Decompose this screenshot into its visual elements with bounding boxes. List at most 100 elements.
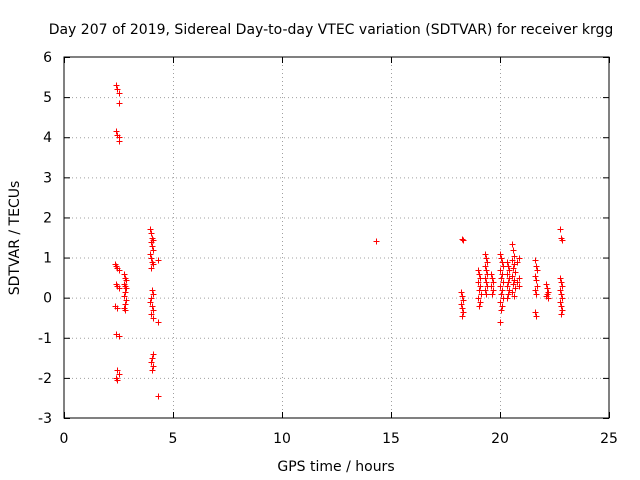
- data-point: [460, 297, 467, 304]
- data-point: [490, 287, 497, 294]
- data-point: [504, 295, 511, 302]
- data-point: [516, 283, 523, 290]
- data-point: [534, 283, 541, 290]
- data-point: [150, 291, 157, 298]
- x-tick-label: 10: [273, 431, 291, 447]
- data-point: [458, 301, 465, 308]
- data-point: [557, 287, 564, 294]
- data-point: [558, 311, 565, 318]
- data-point: [532, 273, 539, 280]
- data-point: [483, 267, 490, 274]
- x-tick-label: 20: [491, 431, 509, 447]
- plot-frame: [63, 56, 610, 419]
- x-tick-label: 25: [600, 431, 618, 447]
- data-point: [544, 291, 551, 298]
- data-point: [559, 307, 566, 314]
- data-point: [512, 269, 519, 276]
- data-point: [149, 243, 156, 250]
- data-point: [533, 277, 540, 284]
- x-tick-label: 5: [169, 431, 178, 447]
- data-point: [512, 285, 519, 292]
- data-point: [122, 307, 129, 314]
- data-point: [505, 279, 512, 286]
- data-point: [545, 295, 552, 302]
- data-point: [114, 377, 121, 384]
- data-point: [514, 279, 521, 286]
- data-point: [155, 257, 162, 264]
- data-points: [112, 82, 566, 400]
- data-point: [559, 283, 566, 290]
- data-point: [122, 301, 129, 308]
- data-point: [482, 251, 489, 258]
- data-point: [150, 315, 157, 322]
- data-point: [534, 267, 541, 274]
- data-point: [373, 238, 380, 245]
- data-point: [113, 128, 120, 135]
- data-point: [533, 313, 540, 320]
- data-point: [498, 291, 505, 298]
- data-point: [148, 239, 155, 246]
- data-point: [559, 295, 566, 302]
- data-point: [557, 275, 564, 282]
- data-point: [148, 230, 155, 237]
- data-point: [484, 259, 491, 266]
- data-point: [509, 241, 516, 248]
- data-point: [121, 293, 128, 300]
- data-point: [121, 271, 128, 278]
- data-point: [116, 285, 123, 292]
- data-point: [511, 253, 518, 260]
- x-tick-label: 0: [60, 431, 69, 447]
- data-point: [150, 363, 157, 370]
- data-point: [150, 351, 157, 358]
- data-point: [499, 303, 506, 310]
- data-point: [149, 355, 156, 362]
- data-point: [475, 267, 482, 274]
- data-point: [504, 283, 511, 290]
- data-point: [460, 237, 467, 244]
- data-point: [483, 279, 490, 286]
- data-point: [147, 226, 154, 233]
- data-point: [499, 287, 506, 294]
- data-point: [459, 236, 466, 243]
- data-point: [558, 279, 565, 286]
- y-tick-label: 4: [43, 130, 52, 146]
- data-point: [475, 279, 482, 286]
- data-point: [497, 283, 504, 290]
- data-point: [483, 291, 490, 298]
- data-point: [489, 291, 496, 298]
- data-point: [497, 299, 504, 306]
- data-point: [509, 289, 516, 296]
- data-point: [148, 255, 155, 262]
- data-point: [477, 283, 484, 290]
- y-tick-label: 0: [43, 291, 52, 307]
- data-point: [516, 275, 523, 282]
- grid-lines: [64, 57, 609, 418]
- data-point: [155, 393, 162, 400]
- data-point: [533, 291, 540, 298]
- x-axis-label: GPS time / hours: [277, 459, 394, 475]
- data-point: [498, 275, 505, 282]
- data-point: [483, 255, 490, 262]
- data-point: [498, 307, 505, 314]
- data-point: [116, 138, 123, 145]
- tick-labels: 0 5 10 15 20 25 -3 -2 -1 0 1 2 3 4 5 6: [38, 50, 618, 447]
- y-tick-label: 3: [43, 170, 52, 186]
- data-point: [459, 293, 466, 300]
- data-point: [490, 279, 497, 286]
- data-point: [116, 371, 123, 378]
- y-tick-label: -2: [38, 371, 52, 387]
- data-point: [123, 297, 130, 304]
- data-point: [459, 305, 466, 312]
- data-point: [497, 251, 504, 258]
- data-point: [504, 259, 511, 266]
- data-point: [497, 267, 504, 274]
- data-point: [113, 82, 120, 89]
- data-point: [498, 255, 505, 262]
- data-point: [510, 265, 517, 272]
- data-point: [147, 251, 154, 258]
- data-point: [514, 259, 521, 266]
- data-point: [460, 309, 467, 316]
- chart-title: Day 207 of 2019, Sidereal Day-to-day VTE…: [49, 22, 614, 38]
- data-point: [116, 100, 123, 107]
